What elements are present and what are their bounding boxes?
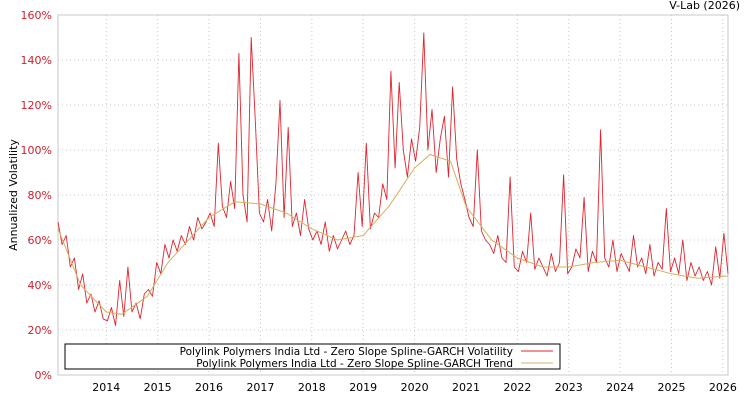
x-tick-label: 2023: [555, 381, 583, 394]
y-tick-label: 0%: [35, 369, 52, 382]
y-tick-label: 120%: [21, 99, 52, 112]
y-tick-label: 20%: [28, 324, 52, 337]
x-tick-label: 2022: [503, 381, 531, 394]
y-tick-label: 60%: [28, 234, 52, 247]
legend: Polylink Polymers India Ltd - Zero Slope…: [64, 343, 561, 370]
legend-label-trend: Polylink Polymers India Ltd - Zero Slope…: [196, 358, 513, 370]
series-group: [57, 32, 729, 326]
x-tick-label: 2015: [144, 381, 172, 394]
y-tick-label: 160%: [21, 9, 52, 22]
y-tick-label: 100%: [21, 144, 52, 157]
volatility-line: [57, 32, 729, 326]
plot-area: [57, 14, 729, 376]
x-tick-label: 2024: [606, 381, 634, 394]
x-tick-label: 2014: [92, 381, 120, 394]
x-tick-label: 2017: [246, 381, 274, 394]
x-tick-label: 2025: [657, 381, 685, 394]
y-tick-label: 140%: [21, 54, 52, 67]
x-tick-label: 2018: [298, 381, 326, 394]
grid-lines: [58, 15, 728, 375]
legend-label-volatility: Polylink Polymers India Ltd - Zero Slope…: [180, 346, 513, 358]
x-tick-label: 2016: [195, 381, 223, 394]
x-axis-ticks: 2014 2015 2016 2017 2018 2019 2020 2021 2022 2023…: [92, 381, 737, 394]
y-tick-label: 40%: [28, 279, 52, 292]
trend-line: [57, 153, 729, 315]
y-axis-ticks: 0% 20% 40% 60% 80% 100% 120% 140% 160%: [21, 9, 52, 382]
x-tick-label: 2021: [452, 381, 480, 394]
y-axis-label: Annualized Volatility: [7, 139, 20, 251]
y-tick-label: 80%: [28, 189, 52, 202]
x-tick-label: 2019: [349, 381, 377, 394]
x-tick-label: 2026: [709, 381, 737, 394]
x-tick-label: 2020: [401, 381, 429, 394]
vlab-credit: V-Lab (2026): [669, 0, 740, 12]
legend-box: [64, 343, 561, 370]
